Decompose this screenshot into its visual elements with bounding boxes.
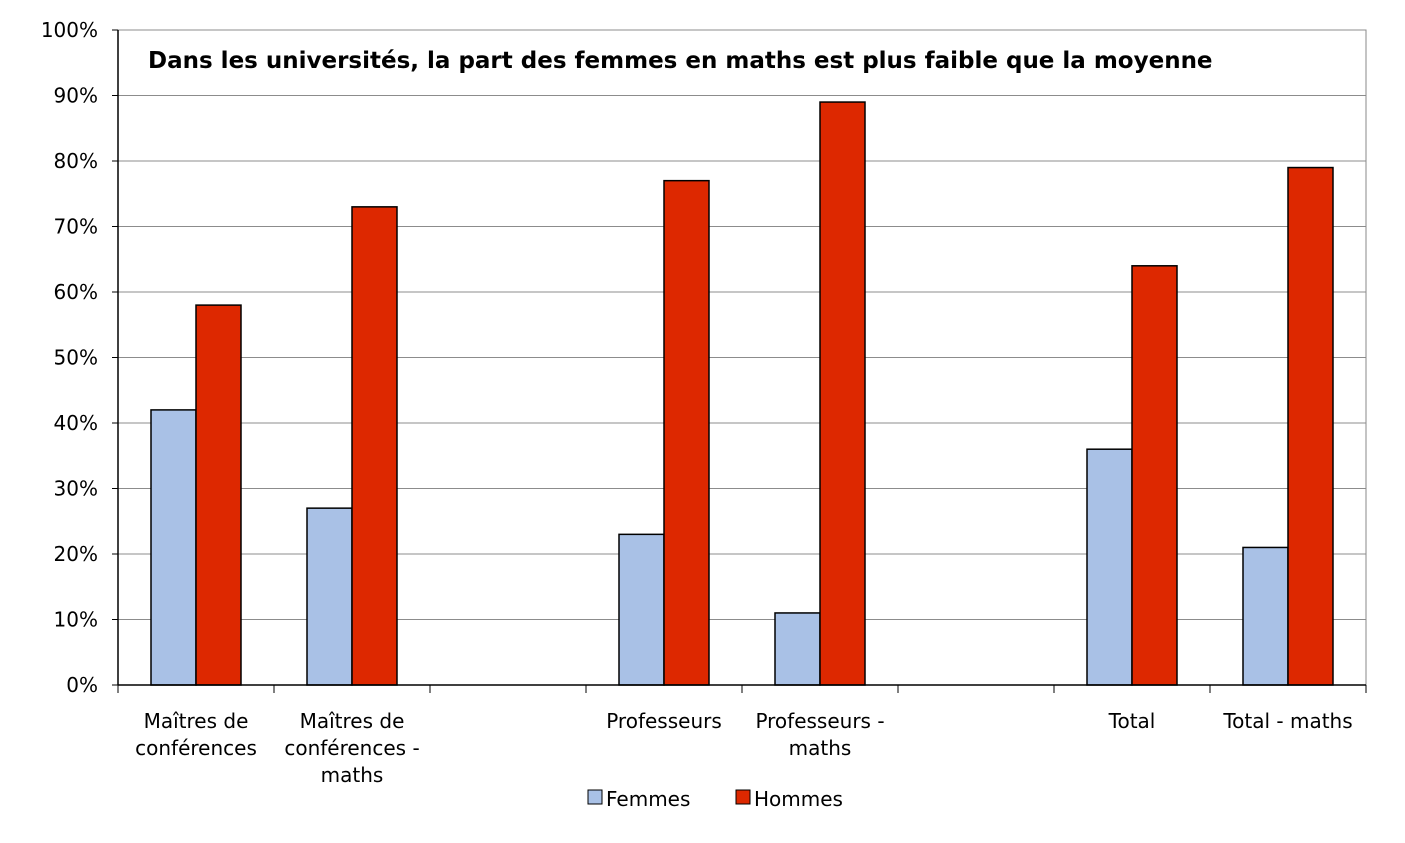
x-category-label: Total [1108,709,1156,733]
legend-swatch-femmes [587,789,603,805]
legend-label-femmes: Femmes [606,787,690,811]
x-category-label: Total - maths [1222,709,1352,733]
x-category-label: Professeurs [606,709,722,733]
bar-femmes [1086,448,1133,686]
bar-hommes [1287,166,1334,686]
bar-femmes [618,533,665,686]
legend-swatch-hommes [735,789,751,805]
y-tick-label: 30% [54,477,98,501]
y-tick-label: 20% [54,542,98,566]
y-tick-label: 40% [54,411,98,435]
axes: 0% 10% 20% 30% 40% 50% 60% 70% 80% 90% 100% Maîtres… [41,18,1367,787]
y-tick-label: 90% [54,84,98,108]
x-category-label: conférences [135,736,257,760]
x-category-label: maths [789,736,852,760]
legend-label-hommes: Hommes [754,787,843,811]
bar-hommes [819,101,866,686]
grid-lines [117,29,1367,686]
bar-femmes [1242,546,1289,686]
bar-hommes [1131,265,1178,686]
x-category-label: Professeurs - [755,709,884,733]
chart-title: Dans les universités, la part des femmes… [148,48,1213,74]
bar-femmes [306,507,353,686]
bars [150,101,1334,686]
bar-hommes [195,304,242,686]
x-category-label: Maîtres de [144,709,249,733]
bar-femmes [150,409,197,686]
bar-hommes [351,206,398,686]
y-tick-label: 70% [54,215,98,239]
y-tick-label: 100% [41,18,98,42]
y-tick-label: 10% [54,608,98,632]
bar-hommes [663,179,710,686]
bar-femmes [774,612,821,686]
x-category-label: Maîtres de [300,709,405,733]
x-category-label: maths [321,763,384,787]
y-tick-label: 50% [54,346,98,370]
y-tick-label: 80% [54,149,98,173]
y-tick-label: 0% [66,673,98,697]
legend: Femmes Hommes [587,787,843,811]
y-tick-label: 60% [54,280,98,304]
x-category-label: conférences - [284,736,419,760]
